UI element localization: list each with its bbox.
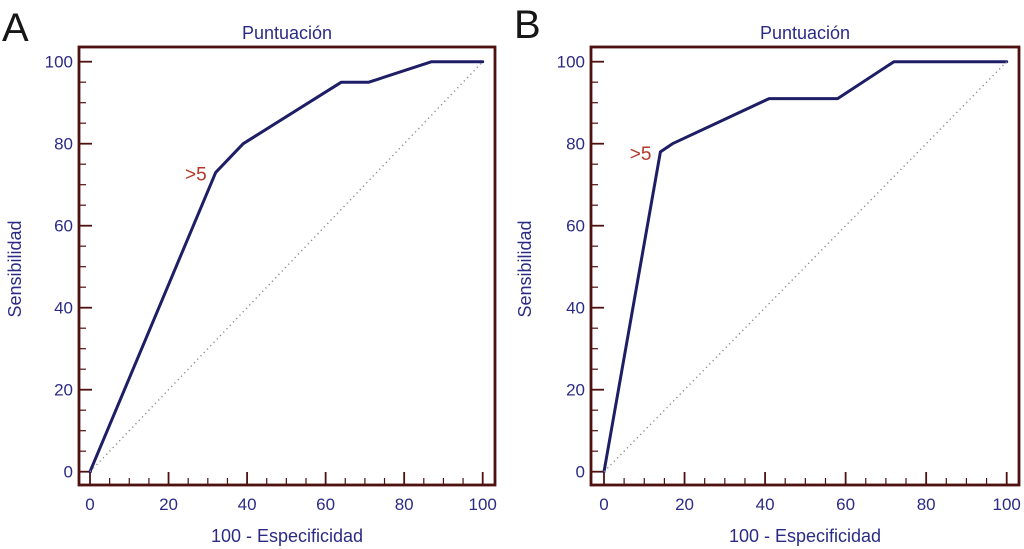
- y-tick-label: 40: [54, 299, 73, 318]
- y-tick-label: 20: [54, 381, 73, 400]
- panel-b-y-axis-title: Sensibilidad: [515, 220, 535, 317]
- y-tick-label: 40: [566, 299, 585, 318]
- x-tick-label: 100: [469, 495, 497, 514]
- x-tick-label: 80: [395, 495, 414, 514]
- x-tick-label: 0: [599, 495, 608, 514]
- chance-diagonal-line: [89, 61, 484, 473]
- roc-curve-line: [602, 60, 1009, 474]
- panel-b-letter: B: [514, 3, 541, 47]
- panel-b-plot-frame: [589, 45, 1021, 487]
- y-tick-label: 0: [64, 463, 73, 482]
- panel-b-x-axis-title: 100 - Especificidad: [729, 526, 881, 546]
- x-tick-label: 0: [85, 495, 94, 514]
- y-tick-label: 100: [45, 53, 73, 72]
- roc-curve-line: [88, 60, 485, 474]
- x-tick-label: 40: [238, 495, 257, 514]
- panel-b-title: Puntuación: [760, 23, 850, 43]
- chance-diagonal-line: [603, 61, 1008, 473]
- x-tick-label: 20: [159, 495, 178, 514]
- y-tick-label: 80: [566, 135, 585, 154]
- panel-a-cutoff-annotation: >5: [185, 164, 207, 185]
- panel-a-plot-frame: [77, 45, 497, 487]
- panel-b-cutoff-annotation: >5: [630, 144, 652, 165]
- panel-b-plot-area: 0 20 40 60 80 100 0 20 40 60 80 100: [557, 53, 1021, 514]
- y-tick-label: 0: [576, 463, 585, 482]
- y-tick-label: 20: [566, 381, 585, 400]
- x-tick-label: 60: [316, 495, 335, 514]
- x-tick-label: 20: [675, 495, 694, 514]
- x-tick-label: 60: [836, 495, 855, 514]
- y-tick-label: 60: [566, 217, 585, 236]
- y-tick-label: 100: [557, 53, 585, 72]
- x-tick-label: 80: [917, 495, 936, 514]
- panel-b: B Puntuación 0 20 40 60 80 100 0 20 40 60 80 100 10…: [514, 3, 1021, 546]
- y-tick-label: 60: [54, 217, 73, 236]
- panel-a-plot-area: 0 20 40 60 80 100 0 20 40 60 80 100: [45, 53, 497, 514]
- panel-a-x-axis-title: 100 - Especificidad: [211, 526, 363, 546]
- panel-a: A Puntuación 0 20 40 60 80 100 0 20 40 60 80 100 10…: [2, 6, 497, 546]
- x-tick-label: 100: [993, 495, 1021, 514]
- panel-a-y-axis-title: Sensibilidad: [5, 220, 25, 317]
- x-tick-label: 40: [756, 495, 775, 514]
- panel-a-letter: A: [2, 6, 29, 50]
- panel-a-title: Puntuación: [242, 23, 332, 43]
- y-tick-label: 80: [54, 135, 73, 154]
